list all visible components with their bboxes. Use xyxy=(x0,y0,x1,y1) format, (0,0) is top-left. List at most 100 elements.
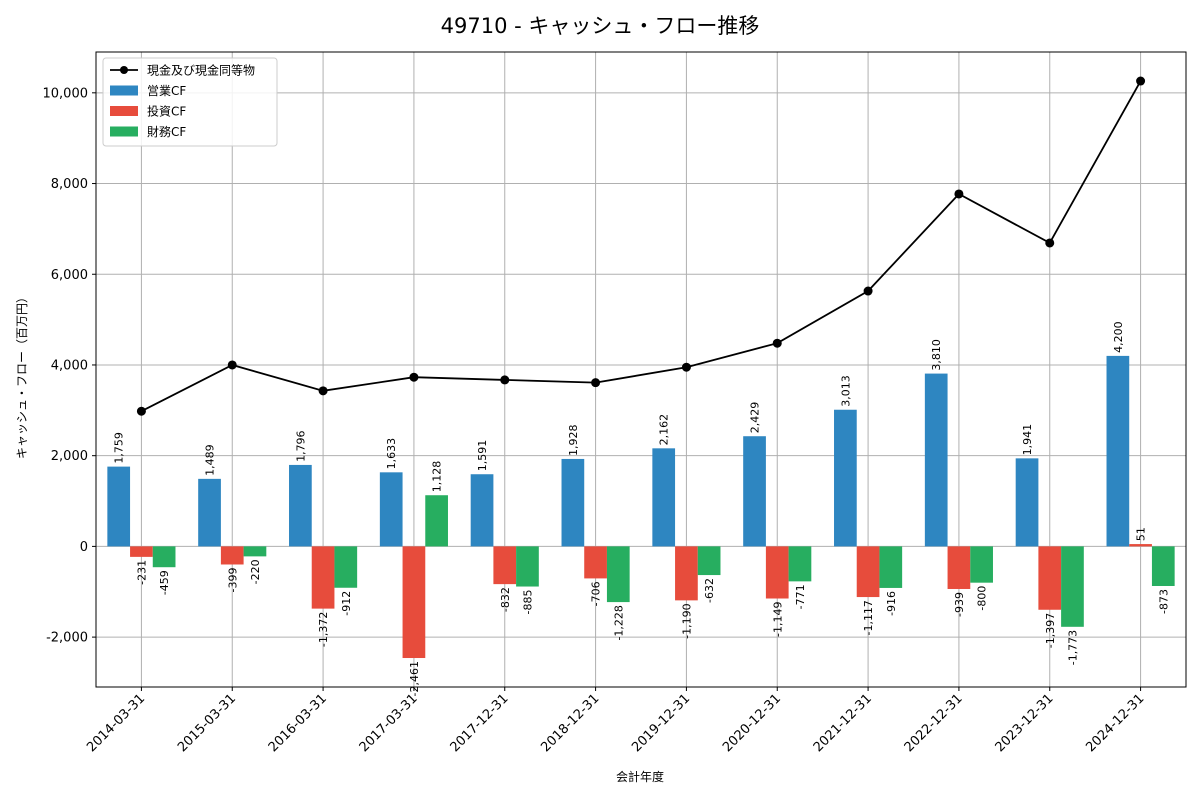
legend-label: 営業CF xyxy=(147,84,186,98)
chart-title: 49710 - キャッシュ・フロー推移 xyxy=(441,14,760,38)
data-label: 1,759 xyxy=(113,432,126,464)
data-label: -2,461 xyxy=(408,661,421,696)
data-label: -939 xyxy=(953,592,966,617)
bar-0 xyxy=(379,472,403,547)
bar-2 xyxy=(697,546,721,576)
bar-2 xyxy=(152,546,176,568)
y-tick-label: 0 xyxy=(80,540,88,555)
bar-0 xyxy=(561,458,585,547)
cash-point xyxy=(500,375,510,385)
grid-lines xyxy=(96,52,1186,687)
data-label: -1,117 xyxy=(862,600,875,635)
legend-label: 現金及び現金同等物 xyxy=(147,63,255,78)
x-tick-label: 2017-12-31 xyxy=(448,691,512,755)
cash-point xyxy=(681,362,691,372)
bar-0 xyxy=(652,448,676,547)
data-label: 1,489 xyxy=(204,444,217,476)
cash-point xyxy=(591,378,601,388)
bar-1 xyxy=(584,546,607,579)
y-axis-label: キャッシュ・フロー（百万円） xyxy=(15,291,29,459)
cash-point xyxy=(954,189,964,199)
y-tick-label: 8,000 xyxy=(51,177,88,192)
data-label: -771 xyxy=(794,584,807,609)
bar-1 xyxy=(947,546,971,589)
x-tick-label: 2023-12-31 xyxy=(993,691,1057,755)
data-label: -916 xyxy=(885,591,898,616)
x-tick-label: 2019-12-31 xyxy=(629,691,693,755)
data-label: 1,128 xyxy=(431,461,444,493)
bar-1 xyxy=(311,546,335,609)
data-label: 1,928 xyxy=(567,424,580,456)
bar-1 xyxy=(1038,546,1062,610)
data-label: -1,190 xyxy=(680,603,693,638)
data-label: -800 xyxy=(976,586,989,611)
data-label: -1,228 xyxy=(612,605,625,640)
legend-swatch xyxy=(110,126,138,137)
data-label: 4,200 xyxy=(1112,321,1125,353)
data-label: -399 xyxy=(226,567,239,592)
data-label: -1,372 xyxy=(317,612,330,647)
bar-2 xyxy=(243,546,267,557)
cash-point xyxy=(409,372,419,382)
bar-0 xyxy=(834,409,857,547)
data-label: -706 xyxy=(590,581,603,606)
x-tick-label: 2017-03-31 xyxy=(357,691,421,755)
x-tick-label: 2018-12-31 xyxy=(538,691,602,755)
x-tick-label: 2015-03-31 xyxy=(175,691,239,755)
data-label: 51 xyxy=(1135,527,1148,541)
data-label: -832 xyxy=(499,587,512,612)
cash-point xyxy=(1136,76,1146,86)
data-label: -459 xyxy=(158,570,171,595)
x-axis-label: 会計年度 xyxy=(616,769,664,784)
x-tick-label: 2021-12-31 xyxy=(811,691,875,755)
bar-1 xyxy=(675,546,698,601)
y-tick-label: 4,000 xyxy=(51,358,88,373)
cash-point xyxy=(136,406,146,416)
legend-label: 投資CF xyxy=(147,104,186,119)
bar-series xyxy=(107,355,1175,659)
bar-2 xyxy=(425,495,448,547)
bar-2 xyxy=(1061,546,1084,627)
legend-swatch xyxy=(110,106,138,116)
cash-line xyxy=(141,80,1142,413)
x-tick-label: 2016-03-31 xyxy=(266,691,330,755)
bar-1 xyxy=(856,546,880,598)
data-label: -1,149 xyxy=(771,602,784,637)
y-tick-label: -2,000 xyxy=(46,631,88,646)
data-label: 2,429 xyxy=(749,402,762,434)
bar-1 xyxy=(220,546,244,565)
bar-1 xyxy=(130,546,153,557)
bar-2 xyxy=(516,546,539,587)
bar-2 xyxy=(1151,546,1175,586)
bar-2 xyxy=(606,546,630,603)
cash-point xyxy=(863,286,873,296)
bar-1 xyxy=(402,546,426,659)
bar-1 xyxy=(1129,544,1152,547)
bar-0 xyxy=(198,478,221,547)
legend-box xyxy=(102,57,278,147)
data-label: 1,941 xyxy=(1021,424,1034,456)
cash-point xyxy=(772,338,782,348)
data-label: 1,633 xyxy=(385,438,398,470)
bar-0 xyxy=(470,474,494,547)
cash-point xyxy=(1045,238,1055,248)
data-label: 1,796 xyxy=(294,430,307,462)
y-tick-label: 10,000 xyxy=(43,86,89,101)
data-label: -220 xyxy=(249,559,262,584)
data-label: 3,810 xyxy=(930,339,943,371)
data-label: -885 xyxy=(521,590,534,615)
cash-line-series xyxy=(136,76,1146,416)
axis-ticks: -2,000 0 2,000 4,000 6,000 8,000 10,000 2014-03… xyxy=(43,86,1148,755)
bar-0 xyxy=(924,373,948,547)
bar-1 xyxy=(765,546,789,599)
plot-frame xyxy=(95,51,1187,688)
bar-0 xyxy=(743,436,766,547)
bar-0 xyxy=(107,466,131,547)
cash-point xyxy=(227,360,237,370)
cash-point xyxy=(318,386,328,396)
x-tick-label: 2024-12-31 xyxy=(1083,691,1147,755)
bar-2 xyxy=(334,546,358,588)
bar-0 xyxy=(1015,458,1039,547)
